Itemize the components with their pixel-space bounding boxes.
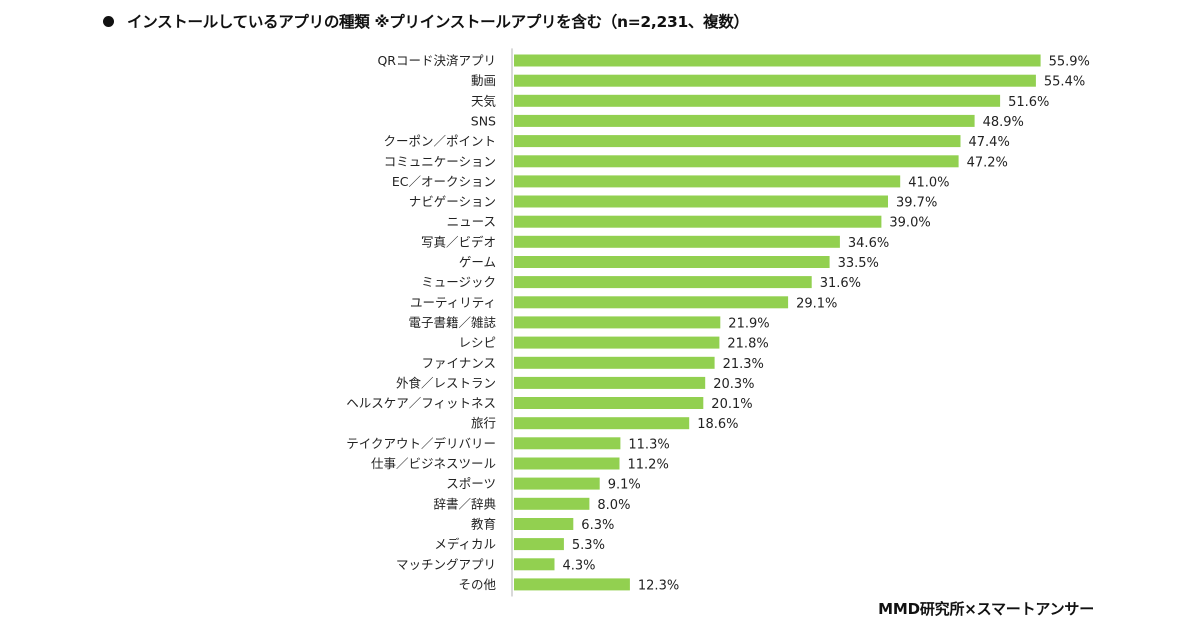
bar bbox=[514, 578, 630, 591]
chart-title-row: インストールしているアプリの種類 ※プリインストールアプリを含む（n=2,231… bbox=[103, 8, 749, 34]
data-label: 51.6% bbox=[1008, 95, 1049, 110]
data-label: 5.3% bbox=[572, 538, 605, 553]
bar bbox=[514, 457, 620, 470]
bar bbox=[514, 74, 1036, 87]
category-label: テイクアウト／デリバリー bbox=[346, 436, 496, 451]
bar bbox=[514, 336, 720, 349]
category-label: レシピ bbox=[458, 335, 496, 350]
data-label: 34.6% bbox=[848, 236, 889, 251]
data-label: 41.0% bbox=[908, 175, 949, 190]
category-label: クーポン／ポイント bbox=[383, 134, 496, 149]
category-label: ファイナンス bbox=[421, 355, 496, 370]
bar bbox=[514, 397, 704, 409]
data-label: 33.5% bbox=[838, 256, 879, 271]
category-label: 電子書籍／雑誌 bbox=[408, 315, 496, 330]
data-label: 11.2% bbox=[628, 458, 669, 473]
data-label: 6.3% bbox=[581, 518, 614, 533]
bar bbox=[514, 94, 1001, 107]
data-label: 20.1% bbox=[711, 397, 752, 412]
category-label: 辞書／辞典 bbox=[433, 496, 496, 511]
category-label: 写真／ビデオ bbox=[421, 234, 496, 249]
category-label: 動画 bbox=[471, 73, 496, 88]
bar bbox=[514, 135, 961, 148]
data-label: 21.9% bbox=[728, 316, 769, 331]
bar bbox=[514, 54, 1041, 67]
category-label: 外食／レストラン bbox=[396, 375, 496, 390]
bar bbox=[514, 356, 715, 369]
bar bbox=[514, 477, 600, 490]
bar bbox=[514, 235, 840, 248]
data-label: 31.6% bbox=[820, 276, 861, 291]
data-label: 20.3% bbox=[713, 377, 754, 392]
data-label: 4.3% bbox=[563, 558, 596, 573]
data-label: 21.3% bbox=[723, 357, 764, 372]
data-label: 55.4% bbox=[1044, 75, 1085, 90]
data-label: 29.1% bbox=[796, 296, 837, 311]
category-label: EC／オークション bbox=[392, 174, 496, 189]
category-label: マッチングアプリ bbox=[396, 557, 496, 572]
bar bbox=[514, 518, 574, 530]
chart-title: インストールしているアプリの種類 ※プリインストールアプリを含む（n=2,231… bbox=[127, 13, 749, 31]
data-label: 21.8% bbox=[727, 337, 768, 352]
bar bbox=[514, 316, 721, 329]
category-label: その他 bbox=[458, 577, 496, 592]
category-label: ニュース bbox=[447, 214, 496, 229]
bars-layer bbox=[514, 54, 1041, 591]
data-label: 12.3% bbox=[638, 578, 679, 593]
bar bbox=[514, 175, 901, 188]
category-label: QRコード決済アプリ bbox=[377, 53, 496, 68]
bar bbox=[514, 558, 555, 571]
bar bbox=[514, 437, 621, 450]
bar bbox=[514, 276, 812, 289]
category-label: ゲーム bbox=[459, 255, 496, 270]
data-label: 48.9% bbox=[983, 115, 1024, 130]
category-label: 天気 bbox=[471, 93, 496, 108]
category-label: ユーティリティ bbox=[410, 295, 496, 310]
data-label: 47.2% bbox=[967, 155, 1008, 170]
category-label: 旅行 bbox=[471, 416, 496, 431]
data-label: 9.1% bbox=[608, 478, 641, 493]
data-label: 11.3% bbox=[628, 437, 669, 452]
bar bbox=[514, 296, 789, 309]
category-label: ヘルスケア／フィットネス bbox=[346, 396, 496, 411]
source-credit: MMD研究所×スマートアンサー bbox=[878, 600, 1094, 618]
bullet-icon bbox=[103, 15, 114, 27]
value-labels: 55.9% 55.4% 51.6% 48.9% 47.4% 47.2% 41.0% 39.7%… bbox=[563, 55, 1090, 594]
category-label: メディカル bbox=[434, 537, 496, 552]
bar bbox=[514, 195, 888, 208]
bar bbox=[514, 417, 690, 430]
bar bbox=[514, 215, 882, 228]
data-label: 18.6% bbox=[697, 417, 738, 432]
bar bbox=[514, 497, 590, 510]
category-label: スポーツ bbox=[446, 476, 496, 491]
bar bbox=[514, 256, 830, 268]
data-label: 8.0% bbox=[597, 498, 630, 513]
category-label: コミュニケーション bbox=[384, 154, 496, 169]
bar bbox=[514, 538, 564, 551]
category-label: 仕事／ビジネスツール bbox=[371, 456, 496, 471]
bar bbox=[514, 155, 959, 168]
bar bbox=[514, 114, 975, 127]
category-label: SNS bbox=[471, 113, 496, 128]
category-label: 教育 bbox=[471, 517, 496, 532]
data-label: 55.9% bbox=[1049, 55, 1090, 70]
category-label: ミュージック bbox=[421, 275, 496, 290]
data-label: 39.7% bbox=[896, 196, 937, 211]
data-label: 39.0% bbox=[889, 216, 930, 231]
bar bbox=[514, 376, 706, 389]
data-label: 47.4% bbox=[969, 135, 1010, 150]
category-label: ナビゲーション bbox=[409, 194, 496, 209]
